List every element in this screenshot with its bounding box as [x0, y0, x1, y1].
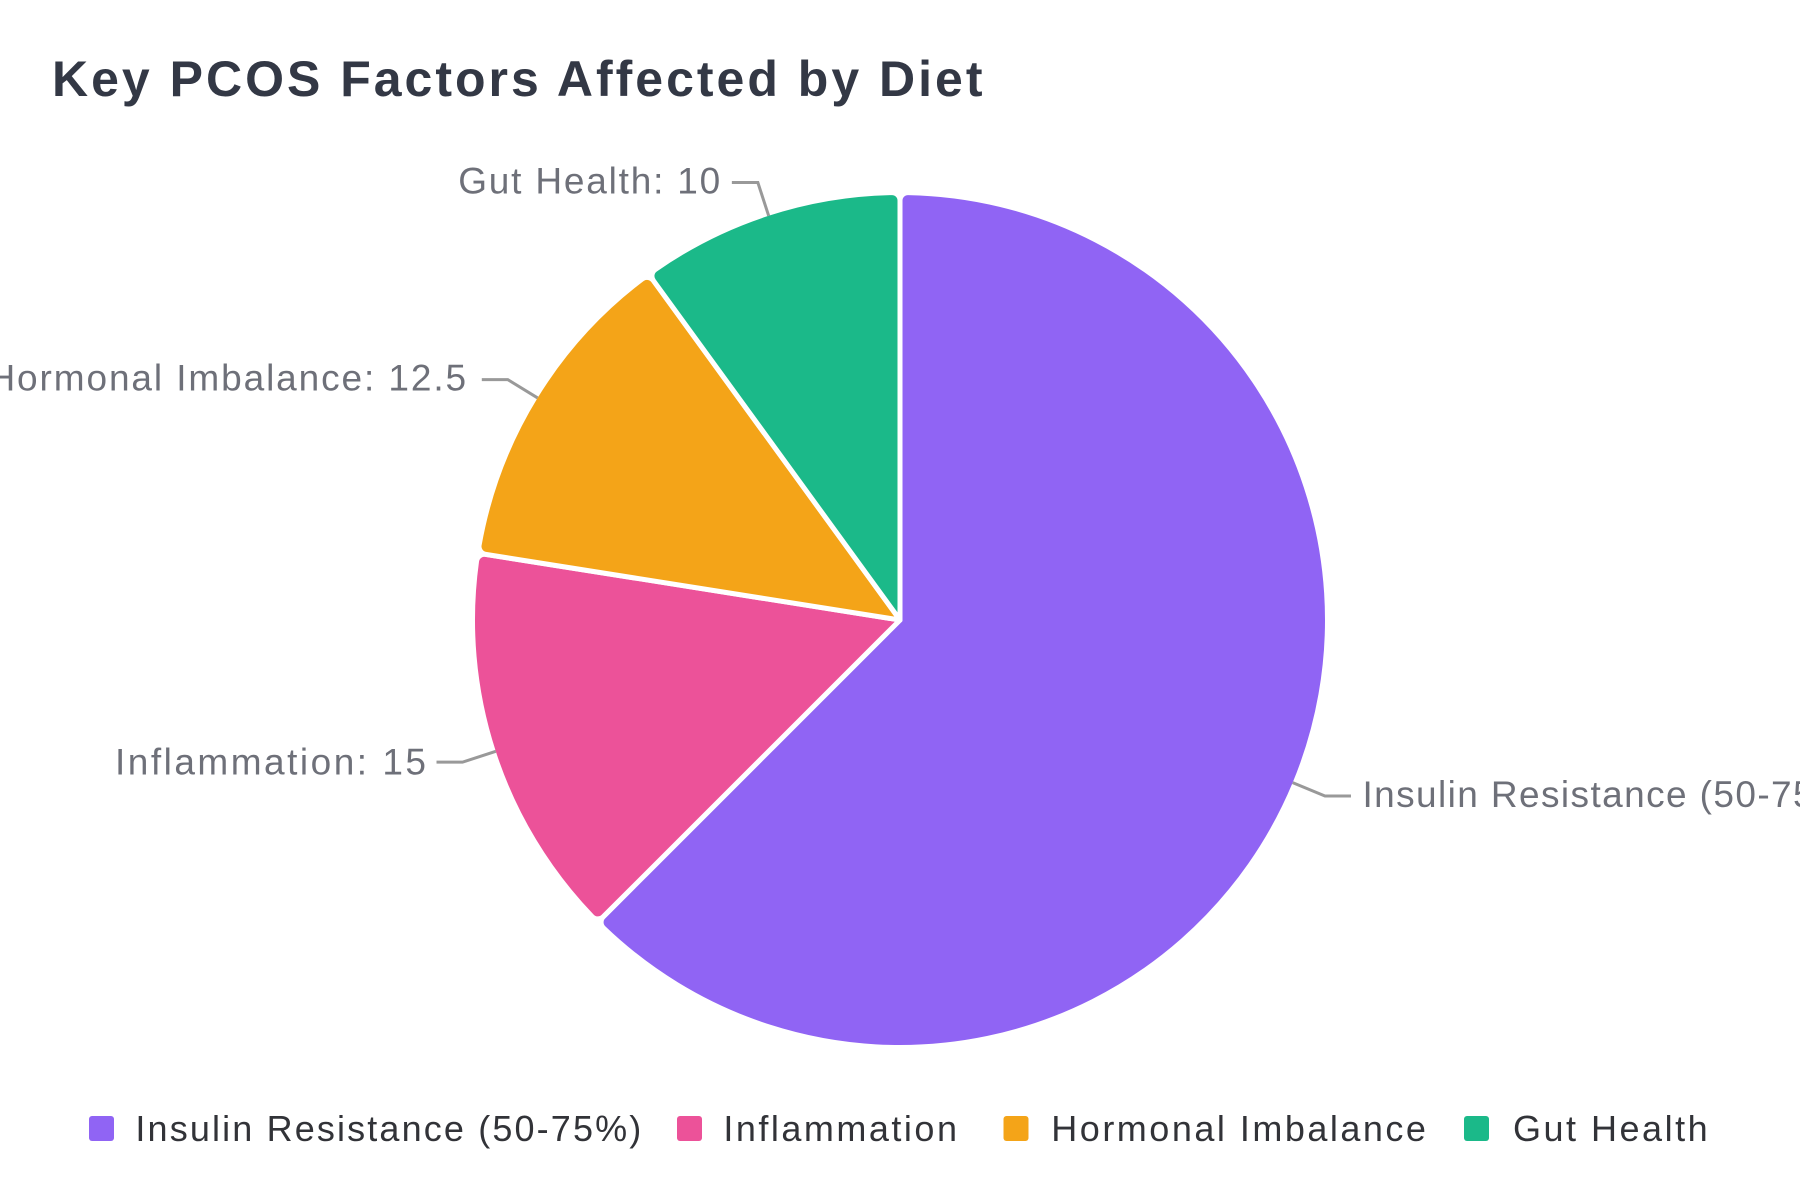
svg-text:Inflammation: Inflammation: [723, 1108, 959, 1149]
svg-text:Gut Health: 10: Gut Health: 10: [458, 161, 722, 202]
svg-text:Insulin Resistance (50-75%): Insulin Resistance (50-75%): [1363, 774, 1800, 815]
svg-text:Hormonal Imbalance: Hormonal Imbalance: [1051, 1108, 1428, 1149]
svg-text:Insulin Resistance (50-75%): Insulin Resistance (50-75%): [135, 1108, 643, 1149]
svg-text:Inflammation: 15: Inflammation: 15: [115, 742, 429, 783]
svg-text:Gut Health: Gut Health: [1513, 1108, 1710, 1149]
svg-text:Key PCOS Factors Affected by D: Key PCOS Factors Affected by Diet: [52, 51, 985, 107]
svg-text:Hormonal Imbalance: 12.5: Hormonal Imbalance: 12.5: [0, 358, 468, 399]
